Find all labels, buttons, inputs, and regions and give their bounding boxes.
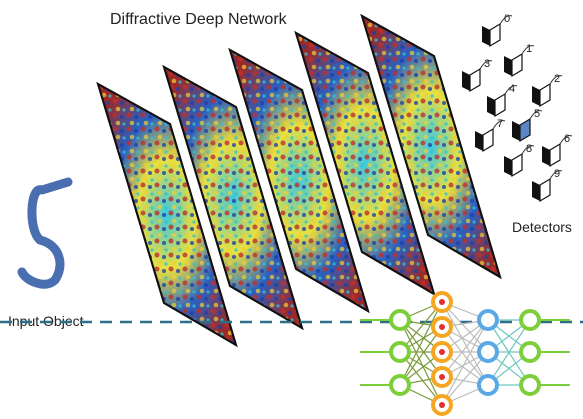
node-core bbox=[439, 324, 445, 330]
detector-label: 9 bbox=[554, 168, 560, 180]
node bbox=[479, 343, 497, 361]
detector-side bbox=[475, 131, 483, 151]
detector: 1 bbox=[504, 43, 534, 76]
detector: 2 bbox=[532, 73, 562, 106]
detector: 9 bbox=[532, 168, 562, 201]
node-core bbox=[439, 374, 445, 380]
detector-label: 5 bbox=[534, 108, 540, 120]
detector-face bbox=[490, 24, 500, 46]
detector: 8 bbox=[504, 143, 534, 176]
diagram: Diffractive Deep Network Input Object De… bbox=[0, 0, 583, 419]
node-core bbox=[439, 402, 445, 408]
detector: 3 bbox=[462, 58, 492, 91]
detector: 7 bbox=[475, 118, 505, 151]
detector-label: 3 bbox=[484, 58, 490, 70]
detectors: 0 1 2 3 4 5 6 7 8 9 bbox=[462, 13, 572, 201]
node-core bbox=[439, 299, 445, 305]
detector-face bbox=[495, 94, 505, 116]
detector-label: 1 bbox=[526, 43, 532, 55]
detector-face bbox=[512, 154, 522, 176]
detector-face bbox=[483, 129, 493, 151]
detector: 4 bbox=[487, 83, 517, 116]
detector-face bbox=[550, 144, 560, 166]
detector-side bbox=[532, 181, 540, 201]
node-core bbox=[439, 349, 445, 355]
detectors-label: Detectors bbox=[512, 219, 572, 235]
node bbox=[521, 311, 539, 329]
detector-label: 2 bbox=[554, 73, 560, 85]
detector-side bbox=[542, 146, 550, 166]
node bbox=[391, 343, 409, 361]
detector-side bbox=[504, 56, 512, 76]
detector-side bbox=[482, 26, 490, 46]
detector-side bbox=[487, 96, 495, 116]
detector-face bbox=[520, 119, 530, 141]
detector-label: 0 bbox=[504, 13, 510, 25]
detector-label: 6 bbox=[564, 133, 570, 145]
node bbox=[521, 343, 539, 361]
detector-face bbox=[470, 69, 480, 91]
input-digit bbox=[22, 182, 68, 284]
node bbox=[521, 376, 539, 394]
detector-face bbox=[540, 179, 550, 201]
detector-label: 8 bbox=[526, 143, 532, 155]
node bbox=[391, 376, 409, 394]
node bbox=[479, 311, 497, 329]
detector-label: 7 bbox=[497, 118, 503, 130]
detector-face bbox=[512, 54, 522, 76]
detector: 6 bbox=[542, 133, 572, 166]
detector-label: 4 bbox=[509, 83, 515, 95]
node bbox=[391, 311, 409, 329]
detector-face bbox=[540, 84, 550, 106]
detector-side bbox=[462, 71, 470, 91]
detector: 5 bbox=[512, 108, 542, 141]
detector: 0 bbox=[482, 13, 512, 46]
node bbox=[479, 376, 497, 394]
detector-side bbox=[532, 86, 540, 106]
detector-side bbox=[512, 121, 520, 141]
detector-side bbox=[504, 156, 512, 176]
title: Diffractive Deep Network bbox=[110, 11, 288, 28]
neural-network bbox=[360, 293, 570, 414]
